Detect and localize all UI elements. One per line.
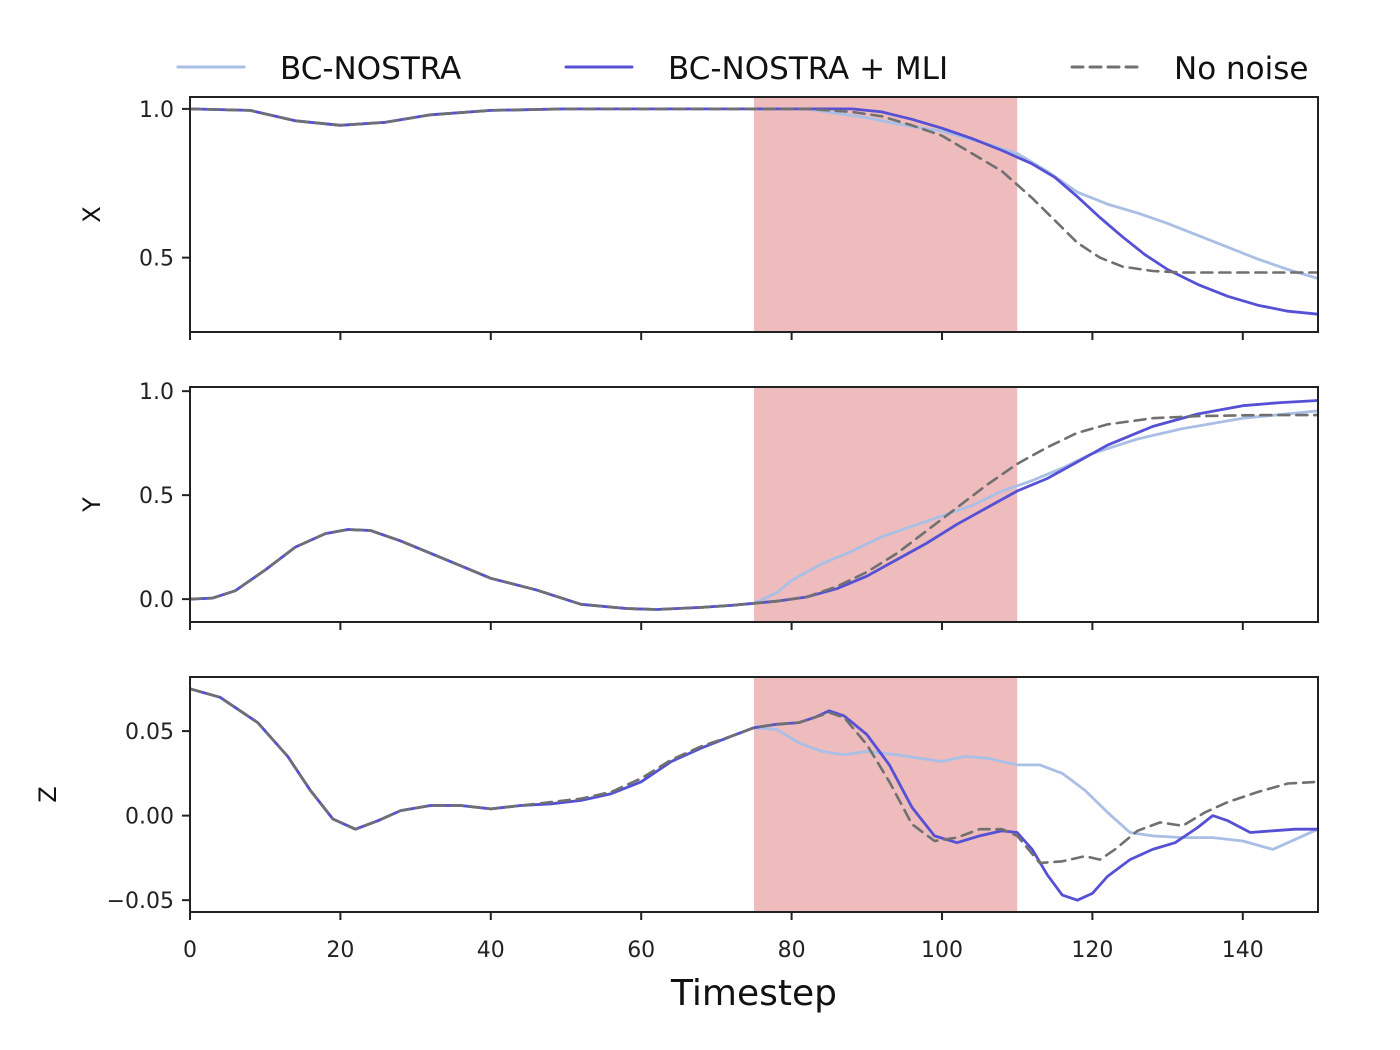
y-tick-label: 0.5	[139, 484, 174, 509]
legend-label: BC-NOSTRA	[280, 51, 461, 87]
y-tick-label: 0.00	[125, 805, 174, 830]
y-tick-label: −0.05	[107, 889, 174, 914]
x-tick-label: 80	[778, 938, 806, 963]
x-tick-label: 120	[1071, 938, 1113, 963]
y-tick-label: 1.0	[139, 380, 174, 405]
y-tick-label: 1.0	[139, 98, 174, 123]
y-axis-label: Z	[34, 786, 62, 802]
y-axis-label: X	[78, 206, 106, 222]
series-line-no-noise	[190, 413, 1318, 611]
series-line-no-noise	[190, 107, 1318, 274]
x-axis-label: Timestep	[670, 973, 837, 1014]
legend-item: No noise	[1070, 51, 1308, 87]
series-lines	[190, 687, 1318, 902]
plot-frame	[189, 386, 1319, 623]
highlight-region	[754, 387, 1018, 622]
x-tick-label: 20	[326, 938, 354, 963]
x-tick-label: 60	[627, 938, 655, 963]
legend-item: BC-NOSTRA + MLI	[564, 51, 948, 87]
x-tick-label: 40	[477, 938, 505, 963]
x-tick-label: 100	[921, 938, 963, 963]
x-tick-label: 0	[183, 938, 197, 963]
highlight-region	[754, 677, 1018, 912]
y-tick-label: 0.0	[139, 588, 174, 613]
plot-frame	[189, 676, 1319, 913]
legend-item: BC-NOSTRA	[176, 51, 461, 87]
series-line-no-noise	[190, 687, 1318, 865]
panel-y: 1.0 0.5 0.0 Y	[78, 380, 1319, 630]
x-tick-label: 140	[1222, 938, 1264, 963]
highlight-region	[754, 97, 1018, 332]
y-tick-label: 0.5	[139, 247, 174, 272]
panel-x: 1.0 0.5 X	[78, 96, 1319, 340]
legend: BC-NOSTRA BC-NOSTRA + MLI No noise	[176, 51, 1308, 87]
plot-frame	[189, 96, 1319, 333]
y-axis-label: Y	[78, 497, 106, 513]
legend-label: BC-NOSTRA + MLI	[668, 51, 948, 87]
panel-z: 0 20 40 60 80 100 120 140 0.05 0.00 −0.05 Z	[34, 676, 1319, 963]
series-lines	[190, 107, 1318, 316]
chart-panels: 1.00.5X1.00.50.0Y0 20 40 60 80 100 120 1400.050…	[34, 96, 1319, 963]
legend-label: No noise	[1174, 51, 1308, 87]
series-lines	[190, 399, 1318, 611]
y-tick-label: 0.05	[125, 720, 174, 745]
